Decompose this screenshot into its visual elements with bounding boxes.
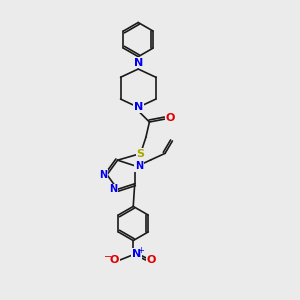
Text: O: O: [166, 113, 175, 124]
Text: N: N: [110, 184, 118, 194]
Text: O: O: [147, 255, 156, 265]
Text: +: +: [137, 246, 144, 255]
Text: N: N: [99, 170, 107, 180]
Text: N: N: [135, 161, 143, 171]
Text: O: O: [110, 255, 119, 265]
Text: N: N: [134, 102, 143, 112]
Text: N: N: [134, 58, 143, 68]
Text: S: S: [136, 148, 145, 158]
Text: −: −: [103, 252, 112, 262]
Text: N: N: [132, 248, 141, 259]
